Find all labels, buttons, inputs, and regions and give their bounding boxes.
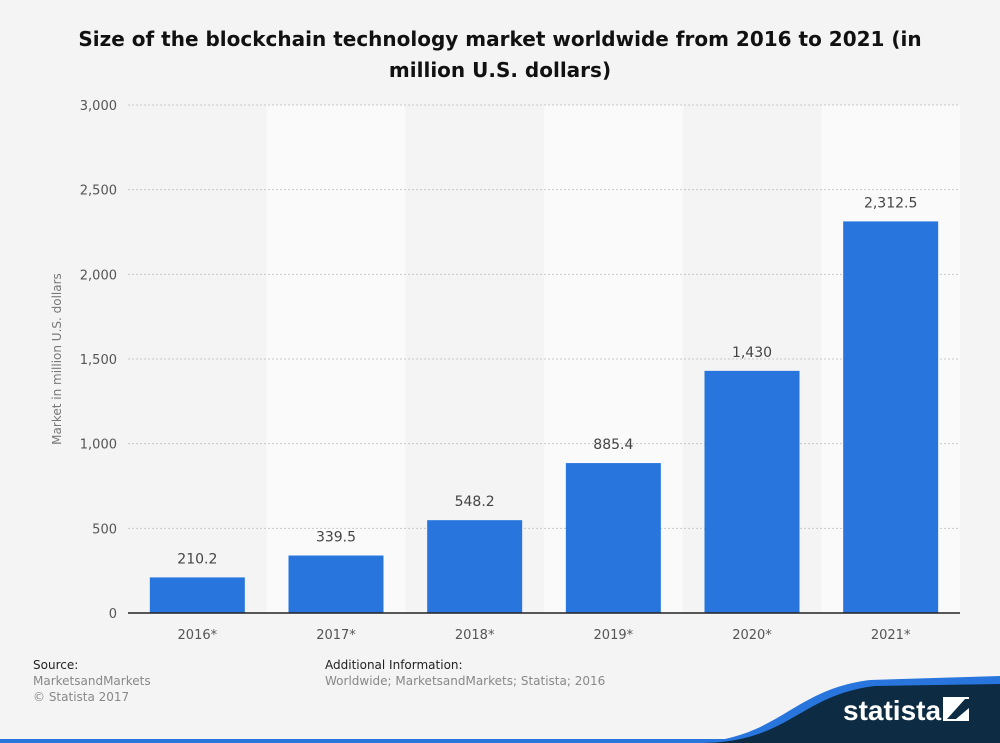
y-tick-label: 1,500: [80, 353, 117, 368]
y-tick-label: 1,000: [80, 438, 117, 453]
bar: [288, 555, 384, 613]
source-block: Source: MarketsandMarkets © Statista 201…: [33, 657, 151, 705]
data-label: 885.4: [593, 437, 633, 453]
x-tick-label: 2019*: [594, 628, 634, 643]
y-tick-label: 0: [109, 607, 117, 622]
statista-logo: statista: [843, 695, 941, 726]
bar: [704, 370, 800, 613]
y-tick-label: 2,000: [80, 268, 117, 283]
y-axis-label: Market in million U.S. dollars: [50, 273, 64, 445]
source-label: Source:: [33, 658, 79, 672]
copyright: © Statista 2017: [33, 690, 130, 704]
x-tick-label: 2020*: [732, 628, 772, 643]
data-label: 2,312.5: [864, 195, 917, 211]
bar: [565, 463, 661, 613]
additional-info-label: Additional Information:: [325, 658, 463, 672]
additional-info-block: Additional Information: Worldwide; Marke…: [325, 657, 605, 689]
data-label: 339.5: [316, 530, 356, 546]
y-tick-label: 500: [92, 522, 117, 537]
data-label: 548.2: [455, 494, 495, 510]
bar: [427, 520, 523, 613]
x-tick-label: 2017*: [316, 628, 356, 643]
x-tick-label: 2018*: [455, 628, 495, 643]
bar: [843, 221, 939, 613]
y-tick-label: 2,500: [80, 184, 117, 199]
y-tick-label: 3,000: [80, 99, 117, 114]
data-label: 210.2: [177, 551, 217, 567]
chart-title: Size of the blockchain technology market…: [78, 27, 922, 82]
statista-logo-icon: [943, 697, 969, 721]
bar: [149, 577, 245, 613]
x-tick-label: 2016*: [178, 628, 218, 643]
additional-info-text: Worldwide; MarketsandMarkets; Statista; …: [325, 674, 606, 688]
data-label: 1,430: [732, 345, 772, 361]
source-line: MarketsandMarkets: [33, 674, 151, 688]
x-tick-label: 2021*: [871, 628, 911, 643]
